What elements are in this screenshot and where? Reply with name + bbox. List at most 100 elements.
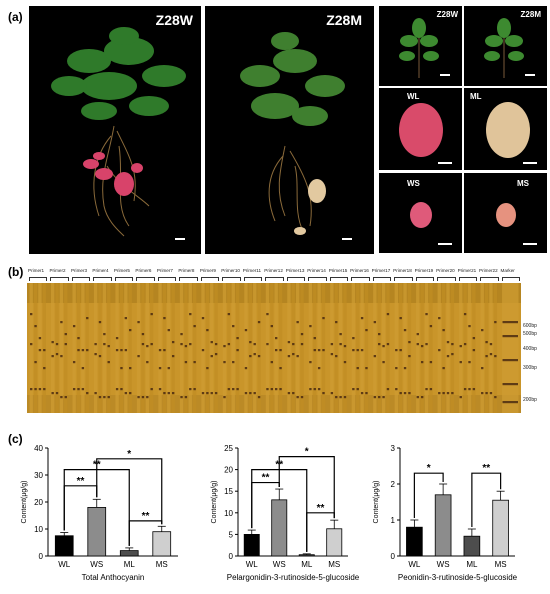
- gel-band: [365, 329, 368, 332]
- gel-band: [167, 329, 170, 332]
- primer-bracket: [308, 277, 327, 281]
- gel-band: [94, 392, 97, 395]
- primer-label: Primer16: [350, 268, 369, 273]
- gel-band: [257, 355, 261, 358]
- gel-band: [335, 321, 338, 324]
- primer-label: Primer3: [70, 268, 88, 273]
- gel-lane: [55, 283, 59, 413]
- gel-band: [64, 333, 67, 336]
- gel-lane: [270, 283, 274, 413]
- gel-band: [137, 321, 140, 324]
- primer-bracket: [71, 277, 91, 281]
- gel-band: [86, 349, 89, 352]
- gel-band: [360, 349, 364, 352]
- gel-lane: [472, 283, 476, 413]
- gel-band: [403, 367, 407, 370]
- gel-band: [163, 392, 166, 395]
- gel-band: [107, 361, 110, 364]
- primer-label: Primer22: [479, 268, 498, 273]
- gel-band: [472, 388, 476, 391]
- gel-lane: [102, 283, 107, 413]
- gel-lane: [119, 283, 124, 413]
- significance-label: *: [427, 463, 431, 474]
- gel-band: [81, 388, 85, 391]
- gel-lane: [300, 283, 304, 413]
- gel-band: [129, 367, 132, 370]
- gel-band: [481, 392, 484, 395]
- gel-lane: [416, 283, 420, 413]
- gel-lane: [235, 283, 240, 413]
- significance-label: *: [305, 447, 309, 458]
- gel-band: [249, 355, 252, 358]
- gel-band: [386, 313, 390, 316]
- primer-bracket: [329, 277, 349, 281]
- gel-band: [356, 349, 359, 352]
- gel-band: [485, 392, 488, 395]
- gel-lane: [463, 283, 467, 413]
- gel-lane: [386, 283, 390, 413]
- gel-band: [279, 388, 282, 391]
- gel-band: [296, 355, 299, 358]
- gel-band: [365, 367, 368, 370]
- gel-lane: [265, 283, 270, 413]
- scalebar-leaf-w: [440, 74, 450, 76]
- gel-band: [257, 321, 261, 324]
- gel-band: [55, 343, 59, 346]
- gel-band: [438, 349, 441, 352]
- gel-band: [459, 361, 462, 364]
- leaf-m-image: [484, 18, 524, 78]
- gel-band: [425, 343, 428, 346]
- gel-band: [386, 343, 390, 346]
- gel-band: [275, 349, 278, 352]
- y-tick-label: 25: [224, 444, 233, 453]
- gel-band: [429, 325, 433, 328]
- gel-band: [356, 388, 359, 391]
- gel-band: [472, 349, 476, 352]
- gel-band: [313, 349, 316, 352]
- primer-label: Primer11: [242, 268, 262, 273]
- x-tick-label: WS: [437, 560, 450, 569]
- gel-band: [253, 343, 256, 346]
- gel-band: [446, 341, 450, 344]
- gel-band: [244, 392, 248, 395]
- gel-band: [459, 345, 462, 348]
- gel-band: [266, 343, 269, 346]
- primer-label: Primer18: [393, 268, 412, 273]
- gel-band: [43, 388, 46, 391]
- gel-band: [30, 388, 33, 391]
- gel-band: [481, 329, 484, 332]
- gel-band: [279, 349, 282, 352]
- x-tick-label: WL: [408, 560, 421, 569]
- gel-lane: [81, 283, 85, 413]
- tuber-photo-ws: WS: [379, 173, 462, 253]
- gel-lane: [424, 283, 429, 413]
- gel-band: [184, 361, 188, 364]
- plant-photo-w: Z28W: [29, 6, 201, 254]
- y-tick-label: 20: [34, 498, 43, 507]
- gel-band: [300, 333, 304, 336]
- gel-band: [502, 359, 518, 362]
- gel-lane: [502, 283, 519, 413]
- primer-bracket: [394, 277, 413, 281]
- gel-band: [296, 396, 299, 399]
- primer-bracket: [286, 277, 306, 281]
- gel-lane: [437, 283, 441, 413]
- primer-bracket: [157, 277, 177, 281]
- panel-label-c: (c): [8, 432, 23, 446]
- y-tick-label: 10: [224, 509, 233, 518]
- x-tick-label: ML: [301, 560, 313, 569]
- gel-band: [206, 329, 209, 332]
- leaf-photo-w: Z28W: [379, 6, 462, 86]
- gel-band: [463, 313, 467, 316]
- gel-band: [94, 343, 97, 346]
- gel-band: [189, 313, 192, 316]
- gel-lane: [338, 283, 343, 413]
- gel-band: [330, 343, 334, 346]
- tuber-ms-image: [496, 203, 516, 227]
- gel-band: [296, 321, 299, 324]
- leaf-photo-m-title: Z28M: [520, 10, 541, 19]
- gel-electrophoresis-image: [27, 283, 521, 413]
- y-axis-label: Content(μg/g): [373, 481, 380, 524]
- gel-band: [232, 388, 235, 391]
- scalebar-tuber-wl: [438, 162, 452, 164]
